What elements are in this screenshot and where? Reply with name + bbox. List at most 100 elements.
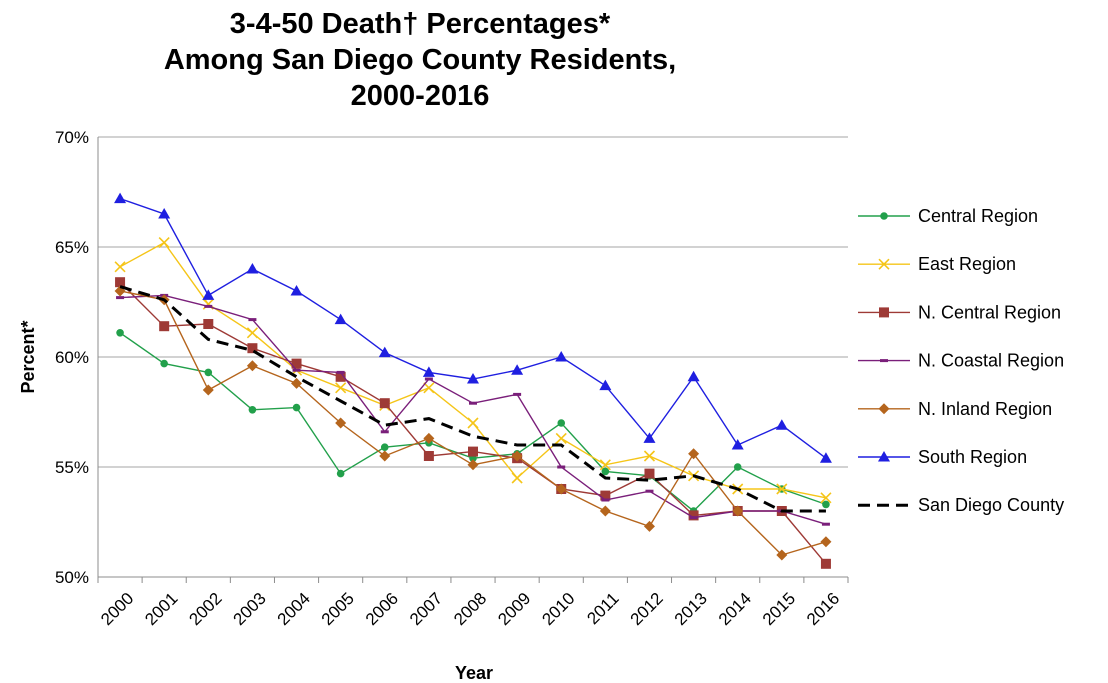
data-point: [687, 370, 700, 382]
data-point: [378, 346, 391, 358]
legend-marker: [879, 307, 889, 318]
legend-label: N. Inland Region: [918, 399, 1052, 419]
data-point: [776, 483, 788, 495]
data-point: [599, 505, 611, 517]
x-tick-label: 2016: [803, 589, 843, 629]
x-tick-label: 2010: [538, 589, 578, 629]
data-point: [291, 377, 303, 389]
data-point: [203, 319, 214, 329]
data-point: [379, 450, 391, 462]
x-tick-label: 2011: [583, 589, 622, 628]
data-point: [731, 439, 744, 450]
chart-title-line-1: 3-4-50 Death† Percentages*: [229, 8, 611, 40]
legend-item: N. Central Region: [858, 302, 1061, 322]
x-tick-label: 2005: [318, 589, 358, 629]
data-point: [599, 379, 612, 391]
series-san-diego-county: [119, 285, 826, 513]
series-n-inland-region: [114, 285, 832, 561]
data-point: [248, 406, 257, 414]
data-point: [204, 368, 213, 377]
data-point: [511, 472, 523, 484]
legend-marker: [878, 403, 890, 415]
x-tick-label: 2008: [450, 589, 490, 629]
data-point: [555, 351, 568, 362]
data-point: [114, 261, 126, 273]
data-point: [158, 237, 170, 249]
data-point: [291, 358, 302, 369]
series-line: [119, 285, 826, 513]
data-point: [115, 277, 126, 288]
data-point: [335, 417, 347, 429]
legend-label: Central Region: [918, 206, 1038, 226]
legend-label: East Region: [918, 254, 1016, 274]
legend-marker: [878, 451, 890, 462]
data-point: [116, 329, 124, 337]
data-point: [555, 432, 567, 444]
data-point: [732, 505, 744, 517]
series-south-region: [114, 192, 832, 463]
data-point: [246, 263, 259, 274]
data-point: [423, 382, 435, 394]
data-point: [292, 403, 301, 412]
x-tick-labels: 2000 2001 2002 2003 2004 2005 2006 2007 2008 2009…: [97, 589, 843, 629]
x-tick-label: 2012: [627, 589, 667, 629]
data-point: [644, 468, 655, 479]
data-point: [467, 373, 479, 384]
data-point: [820, 558, 831, 569]
legend: Central Region East Region N. Central Regi…: [858, 206, 1064, 515]
data-point: [599, 459, 611, 471]
legend-item: San Diego County: [858, 495, 1064, 515]
x-tick-label: 2009: [494, 589, 534, 629]
data-point: [820, 492, 832, 504]
data-point: [643, 520, 655, 532]
data-point: [422, 366, 435, 377]
x-tick-label: 2000: [97, 589, 137, 629]
data-point: [819, 452, 832, 463]
data-point: [247, 343, 258, 354]
data-point: [733, 463, 742, 471]
legend-marker: [878, 258, 890, 270]
data-point: [423, 432, 435, 444]
y-tick-label: 50%: [55, 568, 89, 587]
legend-item: Central Region: [858, 206, 1038, 226]
data-point: [246, 360, 258, 372]
data-point: [290, 285, 303, 296]
y-tick-labels: 50% 55% 60% 65% 70%: [55, 128, 89, 587]
data-point: [380, 443, 389, 452]
x-tick-label: 2006: [362, 589, 402, 629]
legend-label: South Region: [918, 447, 1027, 467]
y-tick-label: 55%: [55, 458, 89, 477]
data-point: [335, 371, 346, 382]
axes: [97, 137, 849, 583]
data-point: [423, 451, 434, 461]
x-tick-label: 2015: [759, 589, 799, 629]
data-point: [114, 192, 127, 204]
data-point: [601, 467, 610, 476]
series-lines: [114, 192, 832, 569]
legend-item: N. Inland Region: [858, 399, 1052, 419]
x-tick-label: 2001: [141, 589, 181, 629]
x-tick-label: 2014: [715, 589, 755, 629]
data-point: [158, 208, 171, 219]
data-point: [160, 359, 168, 368]
legend-label: San Diego County: [918, 495, 1064, 515]
x-tick-label: 2007: [406, 589, 446, 629]
series-n-coastal-region: [116, 293, 830, 526]
legend-item: South Region: [858, 447, 1027, 467]
data-point: [336, 469, 345, 478]
data-point: [511, 364, 524, 375]
data-point: [335, 382, 347, 394]
series-east-region: [114, 237, 832, 504]
x-tick-label: 2004: [274, 589, 314, 629]
data-point: [820, 536, 832, 548]
y-axis-label: Percent*: [18, 320, 38, 393]
x-tick-label: 2003: [230, 589, 270, 629]
data-point: [688, 448, 700, 460]
data-point: [776, 549, 788, 561]
legend-marker: [880, 212, 888, 220]
data-point: [643, 432, 656, 443]
chart-title: 3-4-50 Death† Percentages* Among San Die…: [160, 6, 680, 114]
gridlines: [98, 136, 848, 468]
chart-title-line-2: Among San Diego County Residents,: [163, 44, 677, 76]
